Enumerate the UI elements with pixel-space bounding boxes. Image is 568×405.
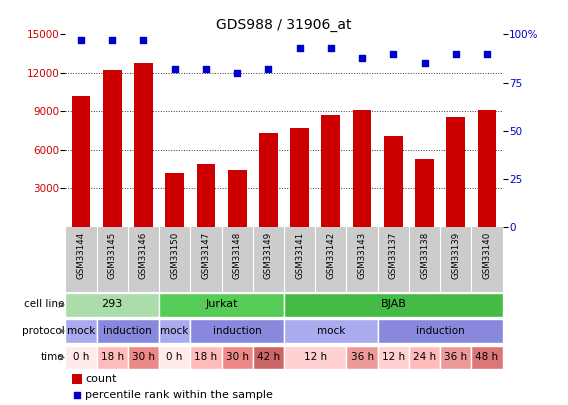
Bar [97, 345, 128, 369]
Point [233, 70, 242, 76]
Text: GSM33137: GSM33137 [389, 232, 398, 279]
Bar [165, 173, 184, 227]
Bar [97, 319, 159, 343]
Bar [415, 159, 434, 227]
Point [76, 37, 86, 43]
Text: 36 h: 36 h [350, 352, 374, 362]
Text: GSM33142: GSM33142 [327, 232, 335, 279]
Text: GSM33139: GSM33139 [452, 232, 460, 279]
Bar [471, 345, 503, 369]
Bar [190, 319, 284, 343]
Bar [72, 373, 81, 384]
Bar [259, 133, 278, 227]
Bar [65, 293, 159, 317]
Bar [353, 110, 371, 227]
Point [264, 66, 273, 72]
Bar [159, 319, 190, 343]
Text: 18 h: 18 h [101, 352, 124, 362]
Text: mock: mock [317, 326, 345, 336]
Text: Jurkat: Jurkat [205, 299, 238, 309]
Bar [446, 117, 465, 227]
Bar [284, 319, 378, 343]
Bar [346, 345, 378, 369]
Bar [384, 136, 403, 227]
Bar [378, 319, 503, 343]
Bar [290, 128, 309, 227]
Point [170, 66, 179, 72]
Text: induction: induction [103, 326, 152, 336]
Text: percentile rank within the sample: percentile rank within the sample [85, 390, 273, 401]
Bar [159, 345, 190, 369]
Text: GSM33148: GSM33148 [233, 232, 241, 279]
Point [358, 54, 367, 61]
Point [108, 37, 117, 43]
Text: GSM33138: GSM33138 [420, 232, 429, 279]
Text: induction: induction [416, 326, 465, 336]
Point [326, 45, 335, 51]
Bar [284, 293, 503, 317]
Text: 48 h: 48 h [475, 352, 499, 362]
Bar [253, 345, 284, 369]
Text: GSM33146: GSM33146 [139, 232, 148, 279]
Point [451, 50, 460, 57]
Text: GSM33145: GSM33145 [108, 232, 116, 279]
Text: GSM33147: GSM33147 [202, 232, 210, 279]
Text: GSM33144: GSM33144 [77, 232, 85, 279]
Bar [222, 345, 253, 369]
Text: mock: mock [67, 326, 95, 336]
Text: 18 h: 18 h [194, 352, 218, 362]
Text: 30 h: 30 h [225, 352, 249, 362]
Bar [159, 293, 284, 317]
Text: count: count [85, 374, 116, 384]
Bar [103, 70, 122, 227]
Text: cell line: cell line [24, 299, 65, 309]
Point [483, 50, 492, 57]
Bar [284, 345, 346, 369]
Text: 30 h: 30 h [132, 352, 155, 362]
Text: GSM33141: GSM33141 [295, 232, 304, 279]
Text: time: time [41, 352, 65, 362]
Bar [134, 63, 153, 227]
Text: protocol: protocol [22, 326, 65, 336]
Text: induction: induction [213, 326, 261, 336]
Bar [478, 110, 496, 227]
Point [139, 37, 148, 43]
Bar [65, 345, 97, 369]
Text: 0 h: 0 h [166, 352, 183, 362]
Bar [228, 171, 247, 227]
Text: 0 h: 0 h [73, 352, 89, 362]
Bar [72, 96, 90, 227]
Bar [440, 345, 471, 369]
Text: GSM33140: GSM33140 [483, 232, 491, 279]
Text: GSM33149: GSM33149 [264, 232, 273, 279]
Title: GDS988 / 31906_at: GDS988 / 31906_at [216, 18, 352, 32]
Point [202, 66, 211, 72]
Text: 12 h: 12 h [304, 352, 327, 362]
Bar [65, 319, 97, 343]
Text: 293: 293 [102, 299, 123, 309]
Text: 12 h: 12 h [382, 352, 405, 362]
Point [389, 50, 398, 57]
Text: GSM33150: GSM33150 [170, 232, 179, 279]
Point [420, 60, 429, 66]
Bar [197, 164, 215, 227]
Text: 42 h: 42 h [257, 352, 280, 362]
Bar [128, 345, 159, 369]
Bar [321, 115, 340, 227]
Bar [190, 345, 222, 369]
Text: GSM33143: GSM33143 [358, 232, 366, 279]
Point [295, 45, 304, 51]
Text: 24 h: 24 h [413, 352, 436, 362]
Bar [378, 345, 409, 369]
Point [72, 392, 81, 399]
Text: BJAB: BJAB [381, 299, 406, 309]
Text: mock: mock [161, 326, 189, 336]
Bar [409, 345, 440, 369]
Text: 36 h: 36 h [444, 352, 467, 362]
